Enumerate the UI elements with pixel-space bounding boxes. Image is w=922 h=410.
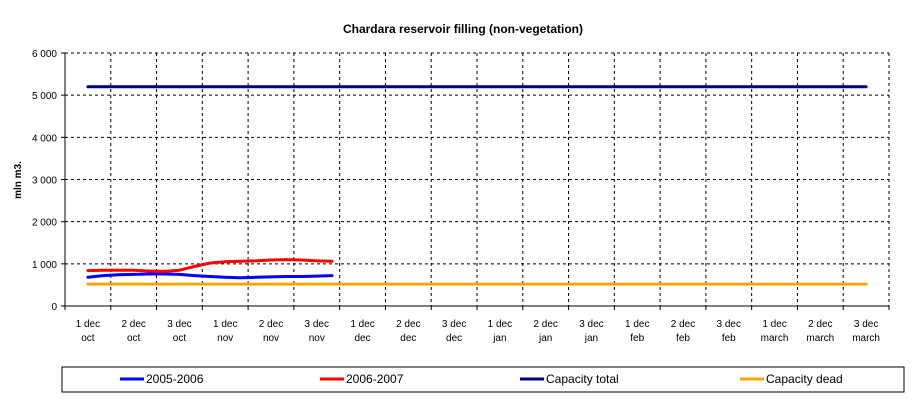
x-tick-label: dec (354, 333, 370, 344)
x-tick-label: jan (492, 333, 506, 344)
y-tick-label: 6 000 (32, 49, 57, 60)
chart-title: Chardara reservoir filling (non-vegetati… (343, 22, 583, 36)
series-line (86, 258, 334, 273)
x-tick-label: march (806, 333, 834, 344)
x-tick-label: 1 dec (625, 319, 649, 330)
x-tick-label: dec (400, 333, 416, 344)
y-axis-label: mln m3. (13, 161, 24, 199)
x-tick-label: jan (538, 333, 552, 344)
grid-lines (65, 52, 890, 306)
x-tick-label: 1 dec (350, 319, 374, 330)
x-tick-label: feb (676, 333, 690, 344)
y-tick-label: 5 000 (32, 91, 57, 102)
y-tick-label: 3 000 (32, 176, 57, 187)
axes (61, 52, 890, 310)
x-tick-label: oct (173, 333, 187, 344)
legend: 2005-2006 2006-2007 Capacity total Capacity… (61, 366, 905, 393)
x-tick-label: march (761, 333, 789, 344)
x-tick-label: march (852, 333, 880, 344)
x-tick-label: 2 dec (259, 319, 283, 330)
x-tick-label: 3 dec (579, 319, 603, 330)
x-tick-label: 1 dec (488, 319, 512, 330)
x-tick-label: oct (127, 333, 141, 344)
x-tick-label: 2 dec (396, 319, 420, 330)
x-tick-label: 3 dec (167, 319, 191, 330)
x-tick-label: 3 dec (717, 319, 741, 330)
x-tick-label: 3 dec (442, 319, 466, 330)
x-tick-label: 1 dec (762, 319, 786, 330)
series-line (86, 272, 334, 280)
x-tick-label: feb (722, 333, 736, 344)
x-tick-label: feb (630, 333, 644, 344)
tick-labels: 0 1 000 2 000 3 000 4 000 5 000 6 000 1 dec oct 2… (32, 49, 880, 344)
legend-label: Capacity dead (766, 372, 843, 386)
x-tick-label: nov (309, 333, 325, 344)
legend-label: 2006-2007 (346, 372, 404, 386)
x-tick-label: dec (446, 333, 462, 344)
y-tick-label: 4 000 (32, 133, 57, 144)
x-tick-label: nov (263, 333, 279, 344)
x-tick-label: 1 dec (76, 319, 100, 330)
legend-label: 2005-2006 (146, 372, 204, 386)
x-tick-label: jan (584, 333, 598, 344)
y-tick-label: 2 000 (32, 218, 57, 229)
x-tick-label: 3 dec (854, 319, 878, 330)
legend-label: Capacity total (546, 372, 619, 386)
x-tick-label: 2 dec (533, 319, 557, 330)
x-tick-label: 2 dec (121, 319, 145, 330)
y-tick-label: 1 000 (32, 260, 57, 271)
x-tick-label: oct (81, 333, 95, 344)
x-tick-label: 3 dec (305, 319, 329, 330)
x-tick-label: 2 dec (808, 319, 832, 330)
x-tick-label: 2 dec (671, 319, 695, 330)
y-tick-label: 0 (51, 302, 57, 313)
x-tick-label: nov (217, 333, 233, 344)
x-tick-label: 1 dec (213, 319, 237, 330)
series-lines (86, 85, 868, 286)
